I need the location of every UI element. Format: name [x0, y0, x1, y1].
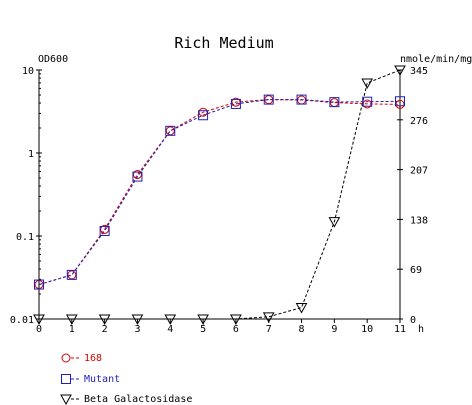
legend-marker-beta-galactosidase: [60, 394, 72, 405]
right-tick-label: 276: [410, 116, 428, 127]
right-tick-label: 138: [410, 215, 428, 226]
data-point-mutant: [230, 98, 241, 109]
left-axis-label: OD600: [38, 54, 68, 65]
data-point-mutant: [329, 97, 340, 108]
legend-label-168: 168: [84, 353, 102, 364]
x-tick-label: 8: [299, 324, 305, 335]
x-tick-label: 0: [36, 324, 42, 335]
right-tick-label: 0: [410, 315, 416, 326]
x-tick-label: 5: [200, 324, 206, 335]
data-point-beta-galactosidase: [328, 217, 341, 228]
axes: [38, 70, 401, 320]
data-point-beta-galactosidase: [65, 314, 78, 326]
series-line-mutant: [38, 99, 401, 286]
data-point-mutant: [198, 110, 209, 121]
data-point-beta-galactosidase: [98, 314, 111, 326]
left-tick-label: 0.1: [16, 232, 34, 243]
legend-marker-mutant: [61, 374, 71, 384]
data-point-beta-galactosidase: [164, 314, 177, 326]
data-point-mutant: [165, 125, 176, 136]
series-lines: [38, 69, 401, 320]
data-point-mutant: [66, 269, 77, 280]
legend-label-mutant: Mutant: [84, 374, 120, 385]
data-point-beta-galactosidase: [295, 302, 308, 314]
left-tick-label: 0.01: [10, 315, 34, 326]
data-point-168: [165, 126, 175, 136]
x-tick-label: 3: [134, 324, 140, 335]
data-point-beta-galactosidase: [230, 314, 242, 326]
x-tick-label: 6: [233, 324, 239, 335]
series-line-168: [38, 99, 401, 286]
x-tick-label: 10: [361, 324, 373, 335]
legend: 168 Mutant Beta Galactosidase: [60, 353, 192, 405]
x-tick-label: 9: [331, 324, 337, 335]
left-tick-label: 1: [28, 149, 34, 160]
x-tick-label: 7: [266, 324, 272, 335]
data-point-mutant: [99, 225, 110, 236]
data-point-beta-galactosidase: [131, 314, 144, 326]
data-point-mutant: [34, 279, 44, 290]
right-tick-label: 69: [410, 265, 422, 276]
data-point-mutant: [132, 171, 143, 182]
data-point-beta-galactosidase: [394, 65, 406, 77]
left-tick-label: 10: [22, 66, 34, 77]
markers: [33, 65, 406, 326]
data-point-mutant: [296, 94, 307, 105]
x-unit-label: h: [418, 324, 424, 335]
data-point-beta-galactosidase: [33, 314, 45, 326]
right-tick-label: 345: [410, 66, 428, 77]
data-point-168: [67, 270, 77, 280]
series-line-beta-galactosidase: [39, 69, 401, 320]
legend-label-beta-galactosidase: Beta Galactosidase: [84, 394, 192, 405]
right-axis-label: nmole/min/mg: [400, 54, 472, 65]
x-tick-label: 11: [394, 324, 406, 335]
data-point-beta-galactosidase: [262, 312, 275, 323]
x-tick-label: 4: [167, 324, 173, 335]
data-point-mutant: [362, 96, 373, 107]
data-point-mutant: [263, 94, 274, 105]
right-tick-label: 207: [410, 166, 428, 177]
x-tick-label: 2: [102, 324, 108, 335]
legend-marker-168: [61, 353, 71, 363]
data-point-beta-galactosidase: [197, 314, 209, 326]
data-point-beta-galactosidase: [361, 78, 374, 90]
data-point-mutant: [395, 96, 405, 107]
chart-title: Rich Medium: [174, 34, 273, 52]
x-tick-label: 1: [69, 324, 75, 335]
